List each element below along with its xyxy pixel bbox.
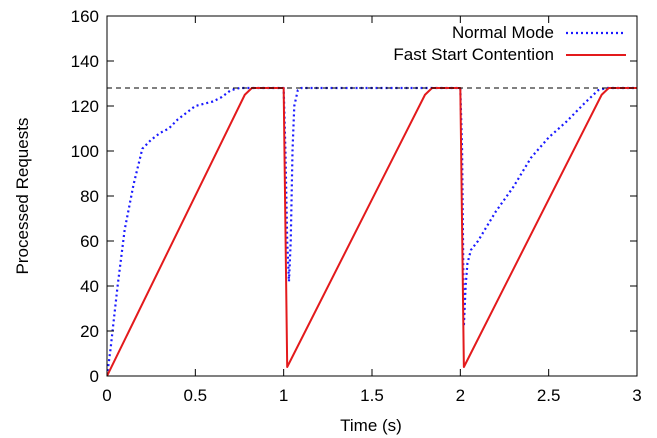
x-tick-label: 1: [279, 386, 288, 405]
y-tick-label: 40: [80, 277, 99, 296]
legend-label-fast-start-contention: Fast Start Contention: [393, 45, 554, 64]
y-tick-label: 20: [80, 322, 99, 341]
x-tick-label: 0.5: [184, 386, 208, 405]
series-line-0: [107, 86, 637, 377]
x-tick-label: 2.5: [537, 386, 561, 405]
legend: Normal Mode Fast Start Contention: [393, 23, 626, 64]
y-tick-label: 0: [90, 367, 99, 386]
y-tick-label: 60: [80, 232, 99, 251]
y-axis-title: Processed Requests: [13, 118, 32, 275]
x-tick-label: 3: [632, 386, 641, 405]
series-line-1: [107, 87, 637, 377]
x-axis-title: Time (s): [340, 416, 402, 435]
y-tick-label: 120: [71, 97, 99, 116]
y-tick-label: 160: [71, 7, 99, 26]
y-tick-label: 140: [71, 52, 99, 71]
series-layer: [107, 86, 637, 377]
y-tick-label: 80: [80, 187, 99, 206]
plot-frame: [106, 15, 638, 377]
x-tick-label: 2: [456, 386, 465, 405]
x-tick-label: 1.5: [360, 386, 384, 405]
y-tick-label: 100: [71, 142, 99, 161]
legend-label-normal-mode: Normal Mode: [452, 23, 554, 42]
x-tick-label: 0: [102, 386, 111, 405]
axes-layer: 0 0.5 1 1.5 2 2.5 3 0 20 40 60 80 100 120 140 160: [71, 7, 642, 405]
